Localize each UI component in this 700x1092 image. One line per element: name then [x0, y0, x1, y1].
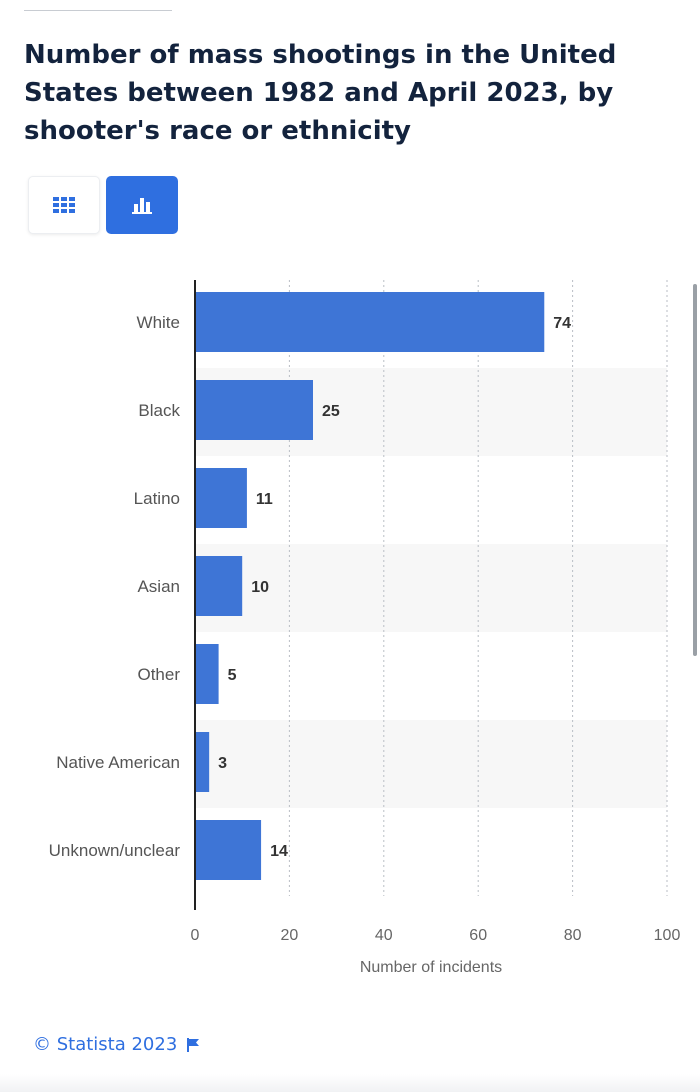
category-label: White	[137, 313, 180, 332]
chart-title: Number of mass shootings in the United S…	[24, 40, 617, 146]
value-label: 5	[228, 667, 237, 684]
x-tick-label: 0	[191, 927, 200, 944]
x-tick-label: 80	[564, 927, 582, 944]
row-stripe	[195, 544, 667, 632]
bottom-fade	[0, 1074, 700, 1092]
x-tick-label: 20	[281, 927, 299, 944]
category-label: Unknown/unclear	[49, 841, 181, 860]
x-tick-label: 60	[469, 927, 487, 944]
category-label: Asian	[137, 577, 180, 596]
bar-white	[195, 292, 545, 352]
bar-chart: 74 White 25 Black 11 Latino 10 Asian 5 Other 3 Nati…	[49, 280, 681, 976]
category-label: Native American	[56, 753, 180, 772]
grid-icon	[53, 197, 75, 213]
category-label: Latino	[134, 489, 180, 508]
bar-native-american	[195, 732, 210, 792]
bar-asian	[195, 556, 243, 616]
copyright-link[interactable]: © Statista 2023	[33, 1034, 178, 1055]
value-label: 3	[218, 755, 227, 772]
value-label: 25	[322, 403, 340, 420]
table-view-button[interactable]	[28, 176, 100, 234]
category-label: Black	[138, 401, 180, 420]
bar-unknown-unclear	[195, 820, 262, 880]
value-label: 11	[256, 491, 273, 508]
row-stripe	[195, 720, 667, 808]
value-label: 74	[553, 315, 571, 332]
category-label: Other	[137, 665, 180, 684]
flag-icon[interactable]	[187, 1037, 200, 1052]
footer: © Statista 2023	[33, 1034, 200, 1055]
bar-latino	[195, 468, 247, 528]
bar-chart-icon	[132, 198, 152, 214]
bar-black	[195, 380, 313, 440]
chart-view-button[interactable]	[106, 176, 178, 234]
x-axis-title: Number of incidents	[360, 959, 502, 976]
top-divider	[24, 10, 172, 11]
x-tick-label: 40	[375, 927, 393, 944]
value-label: 10	[251, 579, 269, 596]
x-tick-label: 100	[654, 927, 681, 944]
value-label: 14	[270, 843, 288, 860]
scrollbar[interactable]	[693, 284, 697, 656]
bar-other	[195, 644, 219, 704]
